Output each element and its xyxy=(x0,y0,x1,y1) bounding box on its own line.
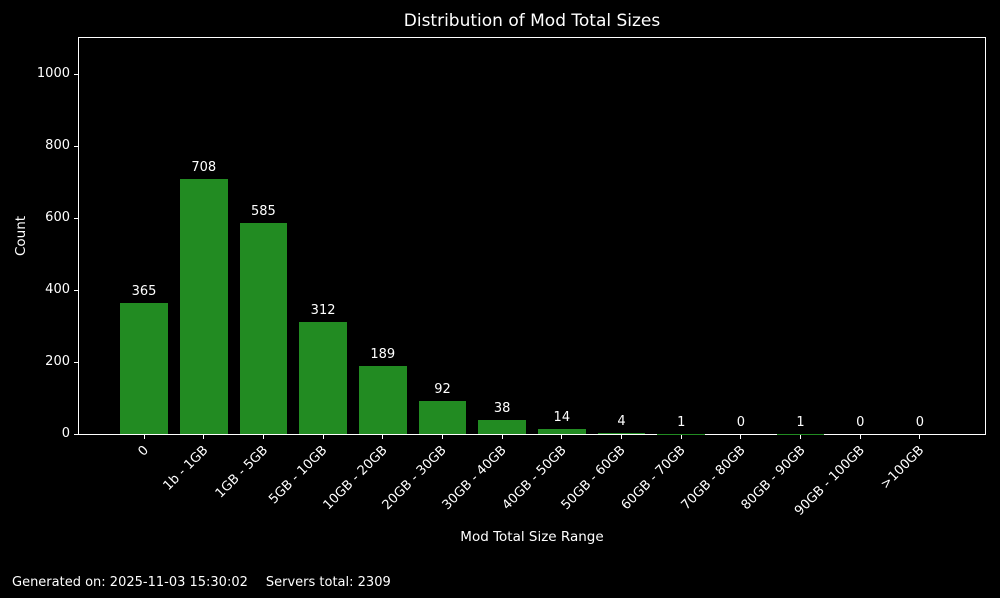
y-tick-label: 800 xyxy=(45,138,70,153)
bar xyxy=(299,321,347,434)
bar-value-label: 1 xyxy=(677,414,686,430)
x-tick-mark xyxy=(800,435,802,439)
y-tick-label: 0 xyxy=(61,426,70,441)
bar-value-label: 585 xyxy=(251,204,276,220)
x-tick-mark xyxy=(740,435,742,439)
bar-value-label: 0 xyxy=(736,415,746,430)
x-tick-mark xyxy=(680,435,682,439)
x-tick-mark xyxy=(441,435,443,439)
x-tick-label-text: >100GB xyxy=(878,443,928,493)
x-tick-label-text: 0 xyxy=(135,443,152,460)
bar xyxy=(239,223,288,434)
plot-area xyxy=(78,37,986,435)
bar-value-label: 4 xyxy=(617,413,626,429)
x-tick-label-text: 1b - 1GB xyxy=(160,443,212,494)
x-tick-label-text: 5GB - 10GB xyxy=(266,443,331,508)
x-tick-mark xyxy=(501,435,503,439)
x-tick-mark xyxy=(262,435,264,439)
bar xyxy=(537,428,586,434)
bar-value-label: 189 xyxy=(370,346,396,362)
y-tick-mark xyxy=(74,361,78,363)
y-tick-label: 600 xyxy=(45,210,70,225)
y-axis-label: Count xyxy=(13,215,29,257)
bar-value-label: 312 xyxy=(310,302,336,318)
bar-value-label: 0 xyxy=(915,415,925,430)
bar-value-label: 0 xyxy=(856,415,865,430)
y-tick-label: 400 xyxy=(45,282,70,297)
servers-total: Servers total: 2309 xyxy=(265,575,391,590)
bar xyxy=(358,365,407,434)
bar-value-label: 14 xyxy=(553,409,571,425)
bar xyxy=(597,432,646,434)
generated-timestamp: Generated on: 2025-11-03 15:30:02 xyxy=(12,575,248,590)
footer-status-text: Generated on: 2025-11-03 15:30:02 Servers… xyxy=(12,575,391,590)
y-tick-mark xyxy=(74,217,78,219)
bar-value-label: 365 xyxy=(131,283,157,299)
x-tick-mark xyxy=(859,435,861,439)
y-tick-mark xyxy=(74,73,78,75)
x-tick-mark xyxy=(322,435,324,439)
y-tick-label: 1000 xyxy=(36,66,70,81)
bar xyxy=(120,302,168,434)
x-tick-mark xyxy=(919,435,921,439)
bar xyxy=(179,179,228,434)
x-tick-label-text: 1GB - 5GB xyxy=(212,443,272,502)
y-tick-mark xyxy=(74,289,78,291)
bar xyxy=(478,420,527,434)
x-tick-mark xyxy=(203,435,205,439)
x-axis-label: Mod Total Size Range xyxy=(460,529,604,545)
bar-value-label: 38 xyxy=(493,401,511,417)
x-tick-mark xyxy=(382,435,384,439)
y-tick-mark xyxy=(74,145,78,147)
bar-value-label: 92 xyxy=(434,381,451,397)
bar-value-label: 708 xyxy=(191,160,217,176)
y-tick-mark xyxy=(74,433,78,435)
bar xyxy=(418,400,467,434)
x-tick-mark xyxy=(561,435,563,439)
y-tick-label: 200 xyxy=(45,354,70,369)
bottom-separator-line xyxy=(0,598,1000,600)
x-tick-mark xyxy=(621,435,623,439)
bar-value-label: 1 xyxy=(796,414,805,430)
chart-title: Distribution of Mod Total Sizes xyxy=(403,11,661,31)
x-tick-mark xyxy=(143,435,145,439)
